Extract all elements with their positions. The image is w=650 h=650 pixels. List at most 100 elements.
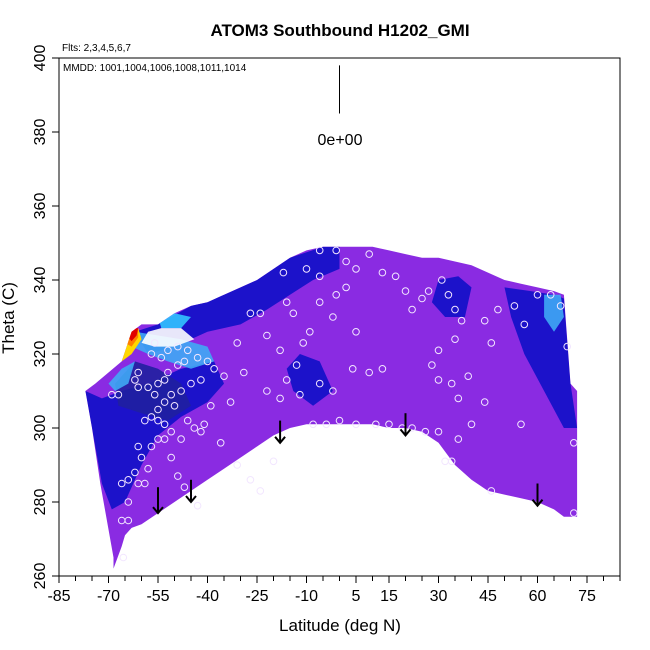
observation-point	[124, 516, 133, 525]
observation-point	[454, 435, 463, 443]
observation-point	[200, 420, 208, 429]
observation-point	[421, 427, 430, 436]
observation-point	[480, 316, 489, 325]
observation-point	[282, 298, 291, 307]
observation-point	[434, 346, 443, 355]
observation-point	[141, 479, 149, 488]
observation-point	[174, 361, 182, 369]
observation-point	[246, 476, 255, 484]
observation-point	[207, 402, 215, 410]
observation-point	[434, 376, 443, 384]
observation-point	[451, 335, 459, 344]
x-tick-label: -40	[196, 588, 219, 605]
x-tick-label: -55	[146, 588, 169, 605]
observation-point	[174, 342, 182, 351]
observation-point	[177, 387, 185, 395]
observation-point	[193, 353, 202, 362]
observation-point	[546, 291, 555, 299]
x-tick-label: -10	[295, 588, 318, 605]
observation-point	[570, 439, 578, 447]
observation-point	[233, 339, 241, 347]
observation-point	[480, 398, 489, 406]
observation-point	[216, 439, 225, 447]
y-tick-label: 360	[32, 193, 49, 220]
observation-point	[335, 416, 344, 425]
x-tick-label: -70	[97, 588, 120, 605]
observation-point	[332, 291, 341, 299]
observation-point	[117, 479, 126, 488]
observation-point	[451, 305, 459, 314]
observation-point	[157, 353, 166, 362]
observation-point	[180, 357, 189, 366]
observation-point	[269, 457, 278, 466]
y-tick-label: 320	[32, 341, 49, 368]
observation-point	[246, 309, 255, 318]
observation-point	[164, 368, 172, 377]
y-tick-label: 400	[32, 45, 49, 72]
hot-spot-red	[128, 328, 139, 342]
observation-point	[487, 487, 496, 495]
observation-point	[160, 376, 169, 384]
x-tick-label: -25	[245, 588, 268, 605]
observation-point	[167, 427, 175, 436]
observation-point	[147, 413, 156, 421]
observation-point	[289, 309, 298, 318]
observation-point	[401, 287, 410, 295]
y-tick-label: 300	[32, 415, 49, 442]
chart-title: ATOM3 Southbound H1202_GMI	[210, 21, 469, 40]
observation-point	[570, 509, 578, 517]
x-tick-label: 5	[352, 588, 361, 605]
x-tick-label: 30	[430, 588, 448, 605]
observation-point	[183, 416, 192, 425]
observation-point	[391, 272, 400, 281]
observation-point	[167, 390, 175, 399]
arrow-head-3	[399, 428, 412, 437]
field-patch-1	[134, 246, 340, 354]
observation-point	[279, 268, 288, 277]
observation-point	[263, 387, 271, 395]
observation-point	[170, 402, 179, 410]
observation-point	[342, 283, 350, 292]
observation-point	[444, 291, 453, 299]
field-patch-8	[544, 294, 564, 332]
observation-point	[454, 394, 463, 403]
observation-point	[124, 498, 133, 506]
observation-point	[315, 272, 324, 281]
observation-point	[438, 276, 446, 284]
observation-point	[315, 298, 324, 307]
observation-point	[197, 427, 205, 436]
observation-point	[306, 328, 314, 336]
axes: -85 -70 -55 -40 -25 -10 5 15 30 45 60 75 260 280 300 32…	[32, 45, 621, 605]
arrow-head-2	[274, 436, 286, 445]
observation-point	[134, 368, 142, 377]
observation-point	[220, 372, 228, 381]
field-patch-6	[108, 361, 135, 391]
observation-point	[150, 339, 159, 347]
observation-point	[137, 453, 146, 462]
observation-point	[124, 476, 133, 484]
observation-point	[296, 390, 304, 399]
observation-point	[164, 346, 172, 355]
x-tick-label: 45	[479, 588, 497, 605]
observation-point	[517, 420, 525, 429]
observation-point	[154, 416, 162, 425]
observation-point	[322, 420, 331, 429]
observation-point	[467, 420, 476, 429]
observation-point	[256, 309, 265, 318]
y-tick-label: 340	[32, 267, 49, 294]
observation-point	[424, 287, 433, 295]
observation-point	[418, 294, 426, 303]
observation-point	[119, 553, 128, 562]
observation-point	[147, 442, 156, 451]
observation-point	[226, 398, 235, 406]
observation-point	[134, 383, 142, 392]
observation-point	[352, 420, 360, 429]
observation-point	[556, 302, 565, 310]
observation-point	[494, 305, 502, 314]
observation-point	[365, 368, 374, 377]
observation-point	[510, 302, 519, 310]
observation-point	[302, 265, 311, 273]
observation-point	[183, 346, 192, 355]
observation-point	[203, 357, 212, 366]
